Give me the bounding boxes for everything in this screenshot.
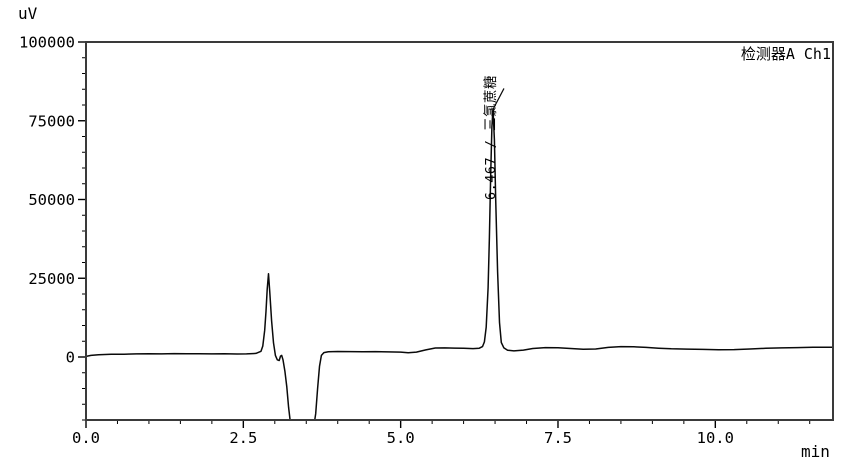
x-tick-label: 7.5 bbox=[544, 429, 572, 447]
x-tick-label: 10.0 bbox=[697, 429, 734, 447]
axis-tick-labels: 0.0 2.5 5.0 7.5 10.0 0 25000 50000 75000 100000 bbox=[19, 34, 734, 448]
detector-channel-label: 检测器A Ch1 bbox=[740, 45, 831, 63]
plot-frame bbox=[85, 41, 834, 421]
axis-ticks bbox=[78, 41, 811, 428]
x-axis-unit-label: min bbox=[801, 442, 830, 461]
x-tick-label: 5.0 bbox=[387, 429, 415, 447]
y-tick-label: 25000 bbox=[28, 270, 75, 288]
x-tick-label: 2.5 bbox=[229, 429, 257, 447]
y-tick-label: 75000 bbox=[28, 112, 75, 130]
y-tick-label: 50000 bbox=[28, 191, 75, 209]
y-tick-label: 0 bbox=[66, 349, 75, 367]
y-axis-unit-label: uV bbox=[18, 4, 38, 23]
chromatogram-trace bbox=[86, 108, 833, 420]
peak-annotation-label: 6.467 / 三氯蔗糖 bbox=[482, 75, 499, 201]
y-tick-label: 100000 bbox=[19, 34, 75, 52]
peak-leader-line bbox=[492, 88, 505, 110]
x-tick-label: 0.0 bbox=[72, 429, 100, 447]
